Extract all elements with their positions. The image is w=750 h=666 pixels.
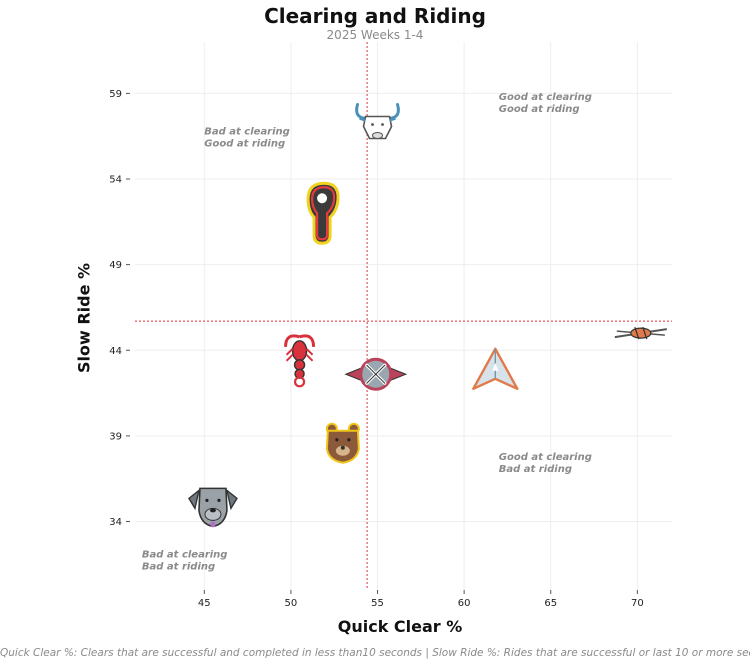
quadrant-label: Bad at clearing Bad at riding: [142, 549, 228, 572]
y-tick-label: 54: [109, 175, 122, 186]
quadrant-label: Bad at clearing Good at riding: [204, 126, 290, 149]
x-tick-label: 65: [544, 598, 557, 609]
bear-logo-icon: [325, 422, 360, 464]
reference-lines: [135, 42, 672, 590]
bull-logo-icon: [355, 102, 400, 140]
chart-subtitle: 2025 Weeks 1-4: [326, 28, 424, 42]
chart-title: Clearing and Riding: [264, 4, 486, 28]
x-tick-label: 50: [285, 598, 298, 609]
y-tick-label: 39: [109, 431, 122, 442]
x-tick-label: 60: [458, 598, 471, 609]
y-tick-label: 59: [109, 89, 122, 100]
dog-logo-icon: [188, 487, 238, 528]
y-tick-label: 44: [109, 346, 122, 357]
x-tick-label: 55: [371, 598, 384, 609]
y-tick-label: 34: [109, 517, 122, 528]
axis-ticks: 45 50 55 60 65 70 34 39 44 49 54 59: [109, 89, 643, 609]
lacrosse-head-logo-icon: [306, 181, 340, 245]
scorpion-logo-icon: [284, 334, 316, 388]
barbed-wire-logo-icon: [614, 326, 667, 340]
y-tick-label: 49: [109, 260, 122, 271]
quadrant-label: Good at clearing Good at riding: [499, 92, 592, 115]
quadrant-label: Good at clearing Bad at riding: [499, 452, 592, 475]
x-tick-label: 45: [198, 598, 211, 609]
quadrant-labels: Good at clearing Good at riding Bad at cle…: [142, 92, 592, 572]
team-points: [188, 102, 667, 528]
chart-footnote: Quick Clear %: Clears that are successfu…: [0, 647, 750, 659]
x-axis-label: Quick Clear %: [337, 617, 463, 636]
x-tick-label: 70: [631, 598, 644, 609]
crossed-sticks-logo-icon: [344, 357, 408, 391]
arrow-logo-icon: [472, 347, 519, 390]
